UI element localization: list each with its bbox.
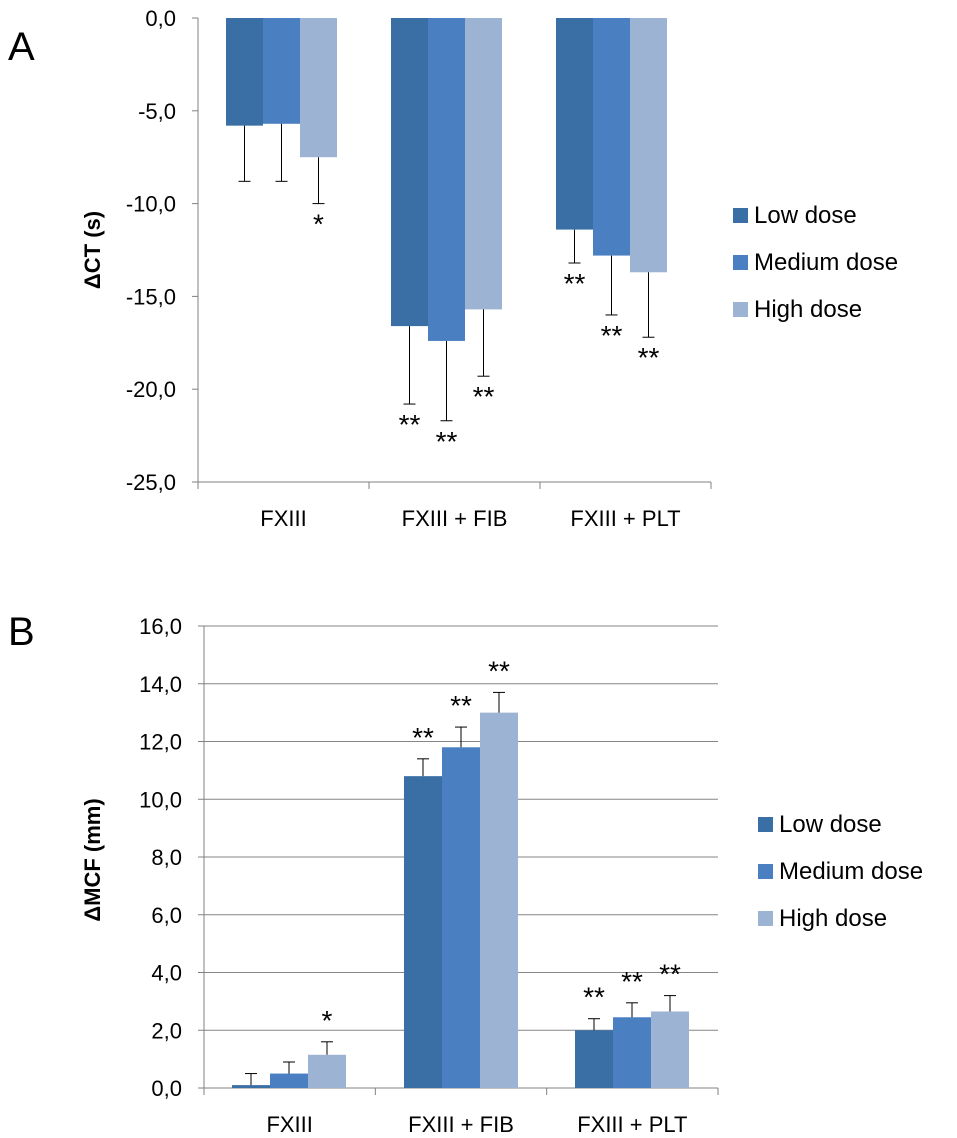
x-category-label: FXIII + FIB (402, 506, 508, 531)
legend-swatch (758, 817, 773, 832)
y-tick-label: 4,0 (151, 961, 182, 986)
x-category-label: FXIII + FIB (408, 1112, 514, 1137)
y-tick-label: -5,0 (138, 99, 176, 124)
x-category-label: FXIII (260, 506, 306, 531)
legend-label: Medium dose (779, 858, 923, 885)
y-tick-label: -10,0 (126, 192, 176, 217)
legend-label: Low dose (779, 811, 882, 838)
bar (613, 1017, 651, 1088)
y-tick-label: 6,0 (151, 903, 182, 928)
y-axis-title: ΔMCF (mm) (80, 798, 105, 921)
significance-marker: ** (564, 268, 586, 299)
significance-marker: ** (412, 722, 434, 753)
bar (442, 747, 480, 1088)
y-tick-label: -25,0 (126, 470, 176, 495)
panel-label: A (8, 25, 35, 69)
bar (593, 18, 630, 256)
significance-marker: ** (450, 690, 472, 721)
bar (300, 18, 337, 158)
legend-label: High dose (754, 296, 862, 323)
panel-a-chart: A 0,0 -5,0 -10,0 -15,0 -20,0 -25,0 * FXIII ** ** **… (8, 6, 898, 531)
bar (270, 1073, 308, 1088)
bar (630, 18, 667, 273)
legend-swatch (758, 864, 773, 879)
legend-label: Low dose (754, 202, 857, 229)
legend-label: High dose (779, 905, 887, 932)
x-category-label: FXIII (266, 1112, 312, 1137)
legend-swatch (733, 302, 748, 317)
y-tick-label: 14,0 (139, 672, 182, 697)
x-category-label: FXIII + PLT (577, 1112, 687, 1137)
x-category-label: FXIII + PLT (570, 506, 680, 531)
panel-label: B (8, 610, 35, 654)
bar (232, 1085, 270, 1088)
bar (404, 776, 442, 1088)
bar (263, 18, 300, 124)
y-tick-label: -20,0 (126, 377, 176, 402)
y-tick-label: 16,0 (139, 614, 182, 639)
bar (308, 1054, 346, 1088)
significance-marker: ** (621, 966, 643, 997)
y-axis-title: ΔCT (s) (80, 211, 105, 289)
bar (575, 1030, 613, 1088)
significance-marker: ** (436, 426, 458, 457)
bar (428, 18, 465, 341)
bar (480, 712, 518, 1088)
y-tick-label: 0,0 (151, 1076, 182, 1101)
y-tick-label: 0,0 (145, 6, 176, 31)
bar (465, 18, 502, 310)
y-tick-label: 12,0 (139, 730, 182, 755)
significance-marker: * (313, 209, 324, 240)
significance-marker: ** (399, 409, 421, 440)
significance-marker: ** (659, 959, 681, 990)
significance-marker: * (322, 1005, 333, 1036)
bar (651, 1011, 689, 1088)
y-tick-label: 10,0 (139, 787, 182, 812)
bar (226, 18, 263, 126)
bar (391, 18, 428, 327)
bar (556, 18, 593, 230)
significance-marker: ** (601, 320, 623, 351)
y-tick-label: 8,0 (151, 845, 182, 870)
significance-marker: ** (583, 982, 605, 1013)
legend-swatch (733, 255, 748, 270)
y-tick-label: 2,0 (151, 1018, 182, 1043)
significance-marker: ** (488, 655, 510, 686)
legend-swatch (733, 208, 748, 223)
y-tick-label: -15,0 (126, 284, 176, 309)
panel-b-chart: B 0,0 2,0 4,0 6,0 8,0 10,0 12,0 14,0 16,0 * FXIII **… (8, 610, 923, 1137)
legend-swatch (758, 911, 773, 926)
significance-marker: ** (473, 381, 495, 412)
significance-marker: ** (638, 342, 660, 373)
legend-label: Medium dose (754, 249, 898, 276)
